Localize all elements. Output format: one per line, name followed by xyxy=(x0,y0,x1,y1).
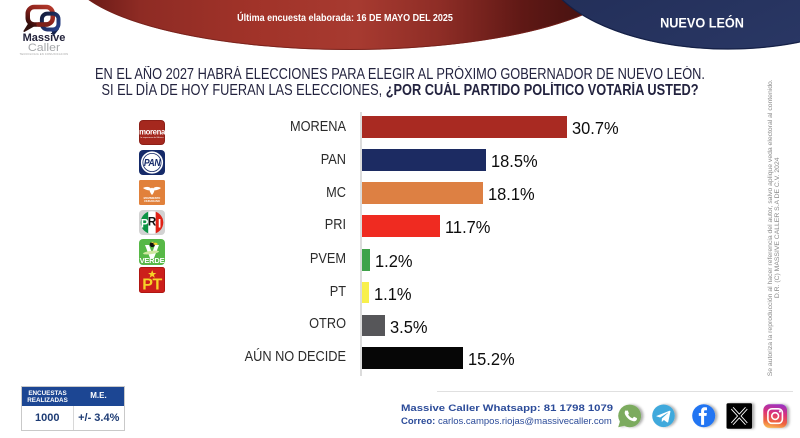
svg-text:I: I xyxy=(158,219,161,231)
svg-text:P: P xyxy=(141,219,149,231)
svg-text:PT: PT xyxy=(142,277,162,294)
svg-text:CIUDADANO: CIUDADANO xyxy=(144,199,160,203)
svg-text:VERDE: VERDE xyxy=(140,256,165,265)
svg-text:la esperanza de México: la esperanza de México xyxy=(140,136,164,139)
svg-text:R: R xyxy=(148,217,157,229)
svg-text:MOVIMIENTO: MOVIMIENTO xyxy=(144,196,161,200)
svg-text:NUEVO LEÓN: NUEVO LEÓN xyxy=(660,15,744,31)
svg-text:Última encuesta elaborada: 16: Última encuesta elaborada: 16 DE MAYO DE… xyxy=(237,12,453,25)
svg-text:PAN: PAN xyxy=(144,157,162,169)
svg-text:morena: morena xyxy=(139,128,165,137)
